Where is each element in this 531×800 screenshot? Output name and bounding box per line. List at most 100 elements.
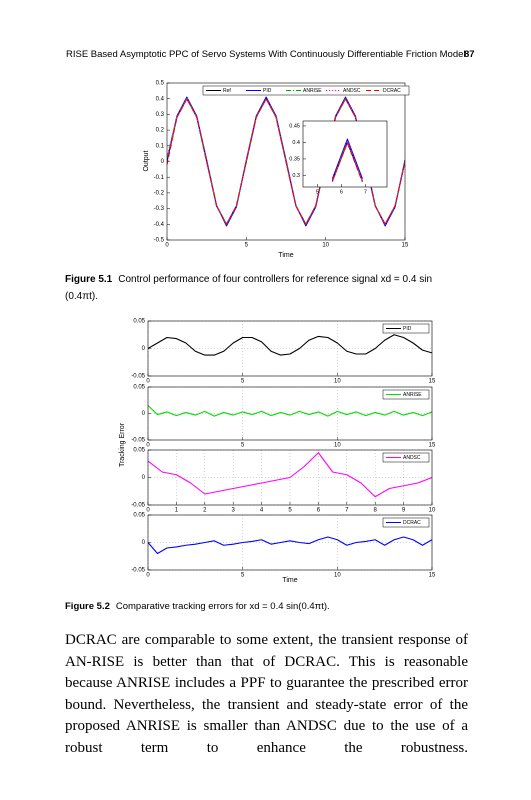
x-tick-label: 0 xyxy=(146,443,150,449)
x-tick-label: 0 xyxy=(146,508,150,514)
y-tick-label: -0.4 xyxy=(154,222,165,228)
y-tick-label: 0 xyxy=(142,540,146,546)
x-tick-label: 0 xyxy=(146,573,150,579)
series-line xyxy=(148,334,432,356)
legend-box xyxy=(382,517,430,528)
x-tick-label: 9 xyxy=(402,508,406,514)
x-tick-label: 10 xyxy=(334,379,341,385)
y-tick-label: -0.1 xyxy=(154,175,165,181)
y-tick-label: 0.5 xyxy=(156,81,165,87)
plot-frame xyxy=(147,320,433,377)
x-tick-label: 15 xyxy=(429,443,436,449)
series-line xyxy=(331,138,363,179)
running-head: RISE Based Asymptotic PPC of Servo Syste… xyxy=(66,49,466,60)
series-line xyxy=(331,142,363,183)
y-tick-label: 0.4 xyxy=(156,96,165,102)
plot-frame xyxy=(166,82,406,241)
x-tick-label: 10 xyxy=(429,508,436,514)
y-tick-label: 0 xyxy=(142,411,146,417)
x-tick-label: 7 xyxy=(364,189,367,195)
caption-label: Figure 5.2 xyxy=(65,601,110,612)
page-number: 87 xyxy=(464,49,475,60)
plot-frame xyxy=(302,120,388,188)
x-tick-label: 6 xyxy=(340,189,343,195)
series-line xyxy=(148,536,432,555)
legend-label: ANDSC xyxy=(403,455,421,461)
y-tick-label: 0.05 xyxy=(133,319,145,325)
y-tick-label: -0.05 xyxy=(131,438,145,444)
x-tick-label: 7 xyxy=(345,508,349,514)
caption-text: Control performance of four controllers … xyxy=(65,274,433,302)
x-tick-label: 10 xyxy=(322,243,329,249)
series-line xyxy=(331,140,363,183)
y-axis-label: Output xyxy=(143,150,150,171)
x-axis-label: Time xyxy=(278,252,293,259)
x-tick-label: 15 xyxy=(429,379,436,385)
x-tick-label: 2 xyxy=(203,508,207,514)
x-tick-label: 10 xyxy=(334,573,341,579)
legend-label: PID xyxy=(403,326,412,332)
legend-box xyxy=(382,452,430,463)
y-tick-label: 0.1 xyxy=(156,143,165,149)
figure-caption: Figure 5.1 Control performance of four co… xyxy=(65,271,467,305)
x-tick-label: 5 xyxy=(316,189,319,195)
plot-frame xyxy=(147,449,433,506)
caption-text: Comparative tracking errors for xd = 0.4… xyxy=(115,601,330,612)
y-tick-label: -0.3 xyxy=(154,206,165,212)
y-tick-label: -0.05 xyxy=(131,374,145,380)
y-tick-label: 0.2 xyxy=(156,128,165,134)
legend-box xyxy=(202,85,410,96)
y-tick-label: 0.05 xyxy=(133,513,145,519)
x-tick-label: 0 xyxy=(165,243,169,249)
x-tick-label: 5 xyxy=(241,379,245,385)
x-tick-label: 5 xyxy=(241,573,245,579)
legend-label: DCRAC xyxy=(383,88,401,94)
y-tick-label: 0.45 xyxy=(289,123,300,129)
y-tick-label: -0.05 xyxy=(131,568,145,574)
figure-caption: Figure 5.2 Comparative tracking errors fo… xyxy=(65,598,467,615)
x-tick-label: 15 xyxy=(429,573,436,579)
legend-box xyxy=(382,323,430,334)
y-tick-label: 0.4 xyxy=(292,140,300,146)
legend-label: Ref xyxy=(223,88,231,94)
x-tick-label: 0 xyxy=(146,379,150,385)
y-tick-label: 0.3 xyxy=(292,173,300,179)
x-tick-label: 6 xyxy=(317,508,321,514)
legend-label: PID xyxy=(263,88,272,94)
x-tick-label: 5 xyxy=(245,243,249,249)
plot-area xyxy=(303,121,387,187)
y-tick-label: 0 xyxy=(142,346,146,352)
x-tick-label: 10 xyxy=(334,443,341,449)
y-tick-label: 0 xyxy=(161,159,165,165)
x-tick-label: 15 xyxy=(402,243,409,249)
plot-frame xyxy=(147,386,433,441)
series-line xyxy=(148,452,432,498)
x-tick-label: 8 xyxy=(374,508,378,514)
legend-label: ANRISE xyxy=(403,392,422,398)
y-tick-label: 0.35 xyxy=(289,156,300,162)
figures: -0.5-0.4-0.3-0.2-0.100.10.20.30.40.50 5 10… xyxy=(119,81,436,584)
y-tick-label: 0.3 xyxy=(156,112,165,118)
x-tick-label: 1 xyxy=(175,508,179,514)
legend-box xyxy=(382,389,430,400)
y-tick-label: -0.5 xyxy=(154,238,165,244)
y-tick-label: 0 xyxy=(142,475,146,481)
y-tick-label: 0.05 xyxy=(133,448,145,454)
x-tick-label: 4 xyxy=(260,508,264,514)
series-line xyxy=(148,405,432,417)
y-axis-label: Tracking Error xyxy=(119,422,126,467)
caption-label: Figure 5.1 xyxy=(65,274,113,285)
y-tick-label: 0.05 xyxy=(133,385,145,391)
y-tick-label: -0.2 xyxy=(154,190,165,196)
x-axis-label: Time xyxy=(282,577,297,584)
legend-label: DCRAC xyxy=(403,520,421,526)
legend-label: ANRISE xyxy=(303,88,322,94)
y-tick-label: -0.05 xyxy=(131,503,145,509)
x-tick-label: 5 xyxy=(241,443,245,449)
x-tick-label: 3 xyxy=(232,508,236,514)
x-tick-label: 5 xyxy=(288,508,292,514)
plot-frame xyxy=(147,514,433,571)
body-text: DCRAC are comparable to some extent, the… xyxy=(65,632,468,756)
legend-label: ANDSC xyxy=(343,88,361,94)
